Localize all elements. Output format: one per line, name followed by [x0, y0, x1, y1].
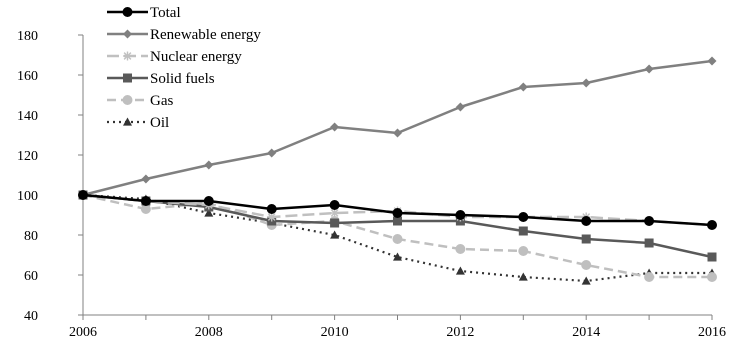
x-tick-label: 2012	[446, 325, 474, 340]
data-point-gas	[518, 246, 529, 256]
y-tick-label: 120	[17, 149, 38, 164]
data-point-nuclear-energy	[267, 212, 277, 222]
data-point-renewable-energy	[644, 64, 654, 74]
data-point-renewable-energy	[581, 78, 591, 88]
y-tick-label: 100	[17, 189, 38, 204]
series-line-solid-fuels	[82, 193, 713, 259]
data-point-total	[203, 196, 214, 206]
legend-swatch-marker	[122, 7, 133, 17]
legend-item-renewable-energy: Renewable energy	[107, 27, 261, 43]
x-tick-label: 2006	[69, 325, 97, 340]
legend-label: Total	[150, 5, 181, 21]
data-point-renewable-energy	[518, 82, 528, 92]
legend-item-total: Total	[107, 5, 181, 21]
data-point-gas	[581, 260, 592, 270]
axes: 40 60 80 100 120 140 160 180 2006 2008 2010 2012 201…	[17, 29, 726, 340]
legend-label: Nuclear energy	[150, 49, 242, 65]
data-point-gas	[707, 272, 717, 282]
x-tick-label: 2008	[195, 325, 223, 340]
legend-item-oil: Oil	[107, 115, 169, 131]
series-total	[78, 190, 717, 230]
data-point-oil	[455, 266, 465, 275]
data-point-total	[518, 212, 529, 222]
data-point-solid-fuels	[644, 238, 654, 248]
data-point-total	[329, 200, 340, 210]
legend-item-solid-fuels: Solid fuels	[107, 71, 215, 87]
data-point-renewable-energy	[204, 160, 214, 170]
series-layer	[78, 56, 717, 285]
y-tick-label: 180	[17, 29, 38, 44]
data-point-total	[581, 216, 592, 226]
data-point-solid-fuels	[330, 218, 340, 228]
data-point-gas	[644, 272, 655, 282]
data-point-oil	[393, 252, 402, 261]
legend-label: Gas	[150, 93, 173, 109]
legend-item-gas: Gas	[107, 93, 173, 109]
data-point-gas	[455, 244, 466, 254]
legend-label: Oil	[150, 115, 169, 131]
legend-swatch-marker	[123, 29, 132, 39]
data-point-solid-fuels	[707, 252, 717, 262]
data-point-renewable-energy	[330, 122, 340, 132]
data-point-oil	[330, 230, 340, 239]
legend-label: Solid fuels	[150, 71, 215, 87]
data-point-total	[644, 216, 655, 226]
x-tick-label: 2014	[572, 325, 600, 340]
data-point-total	[455, 210, 466, 220]
data-point-total	[140, 196, 151, 206]
legend-swatch-marker	[123, 51, 132, 61]
y-tick-label: 60	[24, 269, 38, 284]
data-point-total	[707, 220, 717, 230]
legend-label: Renewable energy	[150, 27, 261, 43]
data-point-renewable-energy	[707, 56, 717, 66]
data-point-renewable-energy	[267, 148, 277, 158]
legend: Total Renewable energy Nuclear energy Solid…	[107, 5, 261, 131]
data-point-renewable-energy	[455, 102, 465, 112]
x-tick-label: 2016	[698, 325, 726, 340]
data-point-total	[392, 208, 403, 218]
legend-swatch-marker	[123, 73, 132, 83]
y-tick-label: 40	[24, 309, 38, 324]
x-tick-label: 2010	[321, 325, 349, 340]
data-point-solid-fuels	[518, 226, 528, 236]
y-tick-label: 80	[24, 229, 38, 244]
data-point-gas	[392, 234, 403, 244]
data-point-oil	[581, 276, 591, 285]
y-tick-label: 140	[17, 109, 38, 124]
data-point-renewable-energy	[393, 128, 402, 138]
legend-swatch-marker	[123, 117, 132, 126]
legend-swatch-marker	[122, 95, 133, 105]
data-point-solid-fuels	[393, 216, 402, 226]
data-point-solid-fuels	[581, 234, 591, 244]
data-point-renewable-energy	[141, 174, 151, 184]
y-tick-label: 160	[17, 69, 38, 84]
data-point-total	[266, 204, 277, 214]
data-point-oil	[518, 272, 528, 281]
legend-item-nuclear-energy: Nuclear energy	[107, 49, 242, 65]
data-point-oil	[204, 208, 214, 217]
data-point-total	[78, 190, 88, 200]
